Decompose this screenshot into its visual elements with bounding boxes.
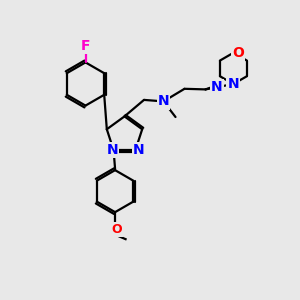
Text: N: N bbox=[106, 143, 118, 157]
Text: N: N bbox=[228, 77, 239, 91]
Text: N: N bbox=[158, 94, 169, 108]
Text: F: F bbox=[81, 39, 90, 53]
Text: N: N bbox=[133, 143, 144, 157]
Text: O: O bbox=[232, 46, 244, 60]
Text: N: N bbox=[211, 80, 223, 94]
Text: O: O bbox=[111, 223, 122, 236]
